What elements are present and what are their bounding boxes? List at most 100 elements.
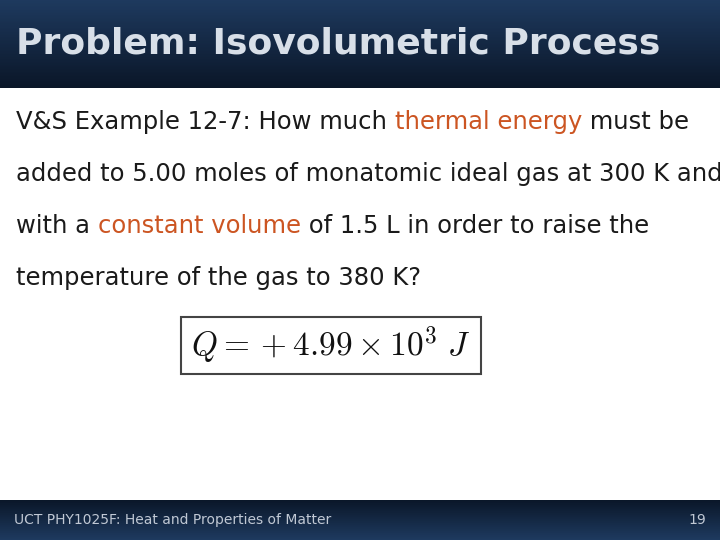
Bar [0,77,720,79]
Bar [0,534,720,535]
Bar [0,534,720,535]
Bar [0,82,720,84]
Bar [0,512,720,514]
Bar [0,502,720,503]
Bar [0,520,720,521]
Bar [0,527,720,528]
Bar [0,505,720,507]
Bar [0,63,720,65]
Bar [0,73,720,75]
Bar [0,511,720,512]
Text: $Q = +4.99\times10^{3}\ J$: $Q = +4.99\times10^{3}\ J$ [192,325,471,367]
Bar [0,11,720,13]
Bar [0,67,720,69]
Bar [0,507,720,508]
Bar [0,45,720,47]
Bar [0,510,720,511]
Bar [0,504,720,505]
Bar [0,511,720,512]
Bar [0,537,720,539]
Bar [0,30,720,32]
Bar [0,71,720,73]
Bar [0,17,720,19]
Bar [0,57,720,59]
Bar [0,3,720,4]
Text: added to 5.00 moles of monatomic ideal gas at 300 K and: added to 5.00 moles of monatomic ideal g… [16,162,720,186]
Bar [0,510,720,511]
Bar [0,26,720,28]
Bar [0,537,720,538]
Bar [0,531,720,532]
Bar [0,530,720,531]
Bar [0,508,720,509]
Bar [0,530,720,531]
Bar [0,35,720,37]
Bar [0,528,720,529]
Bar [0,503,720,504]
Bar [0,0,720,2]
Bar [0,7,720,9]
Bar [0,515,720,516]
Bar [0,5,720,8]
Bar [0,532,720,534]
Bar [0,64,720,66]
Bar [0,86,720,88]
Bar [0,51,720,53]
Bar [0,502,720,503]
Text: 19: 19 [688,513,706,527]
Bar [0,54,720,56]
Bar [0,517,720,518]
Bar [0,524,720,525]
Text: constant volume: constant volume [98,214,301,238]
Bar [0,38,720,39]
Bar [0,23,720,25]
Bar [0,522,720,523]
Bar [0,69,720,70]
Bar [0,528,720,529]
Bar [0,500,720,501]
Bar [0,20,720,22]
Text: with a: with a [16,214,98,238]
Bar [0,513,720,514]
Bar [0,518,720,519]
Bar [0,533,720,534]
Bar [0,61,720,63]
Bar [0,535,720,536]
Text: UCT PHY1025F: Heat and Properties of Matter: UCT PHY1025F: Heat and Properties of Mat… [14,513,331,527]
Bar [0,500,720,501]
Bar [0,39,720,41]
Text: thermal energy: thermal energy [395,110,582,134]
Bar [0,83,720,85]
Bar [0,10,720,12]
Bar [0,29,720,31]
Bar [0,76,720,78]
Bar [0,521,720,522]
Bar [0,523,720,524]
Bar [0,519,720,520]
Bar [0,4,720,6]
Bar [0,8,720,10]
Bar [0,33,720,35]
Bar [0,505,720,506]
Bar [0,519,720,521]
Bar [0,13,720,15]
Bar [0,536,720,537]
Bar [0,514,720,515]
Bar [0,525,720,526]
Bar [0,529,720,530]
Bar [0,75,720,76]
Bar [0,28,720,29]
Bar [0,516,720,517]
Bar [0,58,720,60]
Bar [0,506,720,508]
Bar [0,501,720,502]
Bar [0,36,720,38]
Text: temperature of the gas to 380 K?: temperature of the gas to 380 K? [16,266,421,290]
Text: V&S Example 12-7: How much: V&S Example 12-7: How much [16,110,395,134]
Bar [0,517,720,518]
Bar [0,22,720,23]
Bar [0,509,720,510]
Bar [0,523,720,525]
Bar [0,503,720,505]
Bar [0,16,720,18]
